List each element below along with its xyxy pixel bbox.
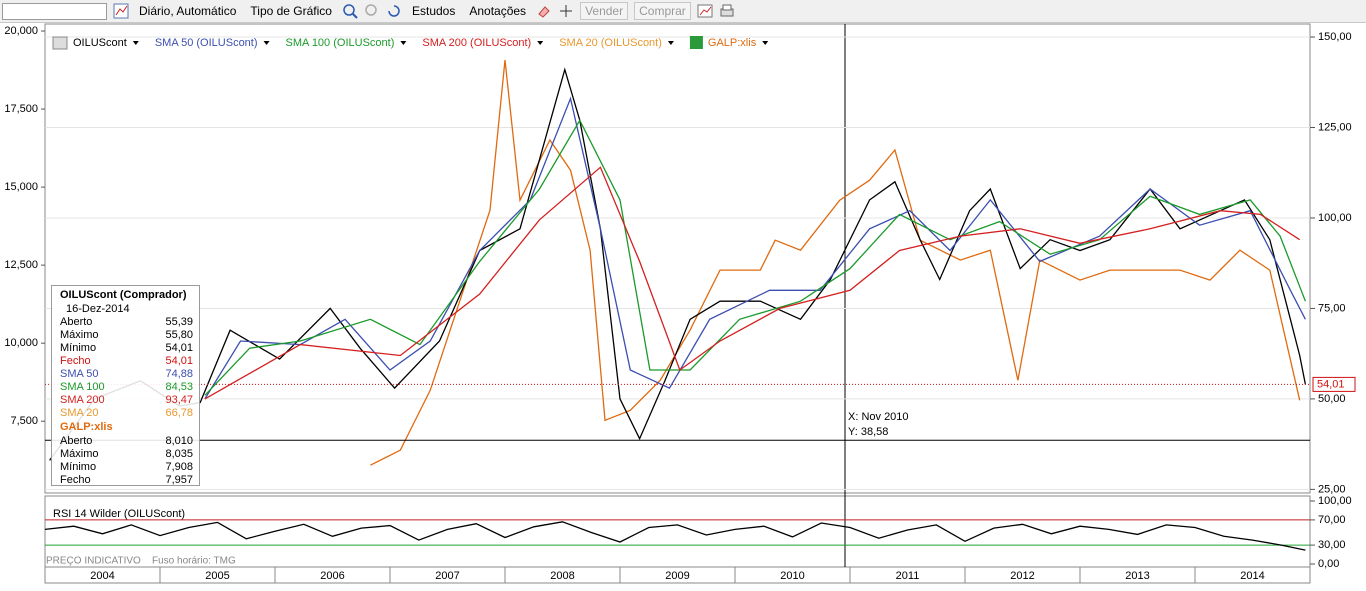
footer-indicative: PREÇO INDICATIVO bbox=[46, 556, 141, 567]
info-label: Aberto bbox=[60, 435, 92, 448]
info-value: 8,035 bbox=[165, 448, 193, 461]
x-tick-label: 2012 bbox=[1010, 570, 1034, 582]
info-label: Aberto bbox=[60, 316, 92, 329]
crosshair-x-label: X: Nov 2010 bbox=[848, 411, 909, 423]
legend-label[interactable]: SMA 100 (OILUScont) bbox=[286, 37, 395, 49]
info-value: 7,957 bbox=[165, 474, 193, 487]
rsi-tick-label: 0,00 bbox=[1318, 558, 1339, 570]
info-row: SMA 20 66,78 bbox=[60, 407, 193, 420]
info-value: 55,39 bbox=[165, 316, 193, 329]
x-tick-label: 2006 bbox=[320, 570, 344, 582]
info-row: Mínimo 54,01 bbox=[60, 342, 193, 355]
info-label: Mínimo bbox=[60, 461, 96, 474]
rsi-tick-label: 30,00 bbox=[1318, 539, 1346, 551]
x-tick-label: 2014 bbox=[1240, 570, 1264, 582]
x-tick-label: 2008 bbox=[550, 570, 574, 582]
x-tick-label: 2007 bbox=[435, 570, 459, 582]
legend-label[interactable]: GALP:xlis bbox=[708, 37, 757, 49]
info-row: Máximo 55,80 bbox=[60, 329, 193, 342]
info-rows: Aberto 55,39 Máximo 55,80 Mínimo 54,01 Fecho 54… bbox=[60, 316, 193, 420]
info-row: Fecho 54,01 bbox=[60, 355, 193, 368]
info-row: Aberto 55,39 bbox=[60, 316, 193, 329]
y-tick-label: 25,00 bbox=[1318, 483, 1346, 495]
x-tick-label: 2011 bbox=[896, 570, 920, 582]
y-tick-label: 75,00 bbox=[1318, 302, 1346, 314]
info-label: Máximo bbox=[60, 448, 99, 461]
legend-label[interactable]: SMA 20 (OILUScont) bbox=[559, 37, 662, 49]
info-panel: OILUScont (Comprador) 16-Dez-2014 Aberto… bbox=[51, 285, 200, 486]
info-label: SMA 200 bbox=[60, 394, 105, 407]
info-row: SMA 50 74,88 bbox=[60, 368, 193, 381]
y-tick-label: 125,00 bbox=[1318, 121, 1352, 133]
x-tick-label: 2004 bbox=[90, 570, 114, 582]
info-row: Aberto 8,010 bbox=[60, 435, 193, 448]
info-value: 7,908 bbox=[165, 461, 193, 474]
info-value: 93,47 bbox=[165, 394, 193, 407]
info-value: 54,01 bbox=[165, 342, 193, 355]
info-label: Fecho bbox=[60, 474, 91, 487]
last-price-label: 54,01 bbox=[1317, 378, 1345, 390]
info-label: SMA 100 bbox=[60, 381, 105, 394]
info-title: OILUScont (Comprador) bbox=[60, 288, 193, 303]
legend-icon bbox=[690, 36, 703, 49]
x-tick-label: 2013 bbox=[1125, 570, 1149, 582]
y2-tick-label: 10,000 bbox=[4, 337, 38, 349]
x-tick-label: 2005 bbox=[205, 570, 229, 582]
main-panel bbox=[45, 24, 1310, 493]
info-label: Máximo bbox=[60, 329, 99, 342]
info-row: Mínimo 7,908 bbox=[60, 461, 193, 474]
info-row: SMA 200 93,47 bbox=[60, 394, 193, 407]
info-value: 55,80 bbox=[165, 329, 193, 342]
x-tick-label: 2010 bbox=[780, 570, 804, 582]
info-value: 74,88 bbox=[165, 368, 193, 381]
info-value: 8,010 bbox=[165, 435, 193, 448]
x-tick-label: 2009 bbox=[665, 570, 689, 582]
rsi-tick-label: 100,00 bbox=[1318, 495, 1352, 507]
legend-icon bbox=[53, 37, 67, 49]
legend-label[interactable]: OILUScont bbox=[73, 37, 127, 49]
y2-tick-label: 7,500 bbox=[10, 415, 38, 427]
info-value: 66,78 bbox=[165, 407, 193, 420]
info-row: Máximo 8,035 bbox=[60, 448, 193, 461]
y-tick-label: 50,00 bbox=[1318, 393, 1346, 405]
info-sub-rows: Aberto 8,010 Máximo 8,035 Mínimo 7,908 Fecho 7,… bbox=[60, 435, 193, 487]
rsi-tick-label: 70,00 bbox=[1318, 514, 1346, 526]
y2-tick-label: 15,000 bbox=[4, 181, 38, 193]
y-tick-label: 100,00 bbox=[1318, 212, 1352, 224]
info-sub-title: GALP:xlis bbox=[60, 420, 193, 435]
info-row: SMA 100 84,53 bbox=[60, 381, 193, 394]
y2-tick-label: 12,500 bbox=[4, 259, 38, 271]
y2-tick-label: 17,500 bbox=[4, 103, 38, 115]
info-value: 84,53 bbox=[165, 381, 193, 394]
legend-label[interactable]: SMA 50 (OILUScont) bbox=[155, 37, 258, 49]
crosshair-y-label: Y: 38,58 bbox=[848, 426, 888, 438]
info-row: Fecho 7,957 bbox=[60, 474, 193, 487]
legend-label[interactable]: SMA 200 (OILUScont) bbox=[422, 37, 531, 49]
info-value: 54,01 bbox=[165, 355, 193, 368]
footer-timezone: Fuso horário: TMG bbox=[152, 556, 236, 567]
info-label: SMA 20 bbox=[60, 407, 99, 420]
y2-tick-label: 20,000 bbox=[4, 25, 38, 37]
info-label: Mínimo bbox=[60, 342, 96, 355]
rsi-title: RSI 14 Wilder (OILUScont) bbox=[53, 508, 185, 520]
info-date: 16-Dez-2014 bbox=[60, 303, 193, 316]
info-label: SMA 50 bbox=[60, 368, 99, 381]
y-tick-label: 150,00 bbox=[1318, 31, 1352, 43]
info-label: Fecho bbox=[60, 355, 91, 368]
